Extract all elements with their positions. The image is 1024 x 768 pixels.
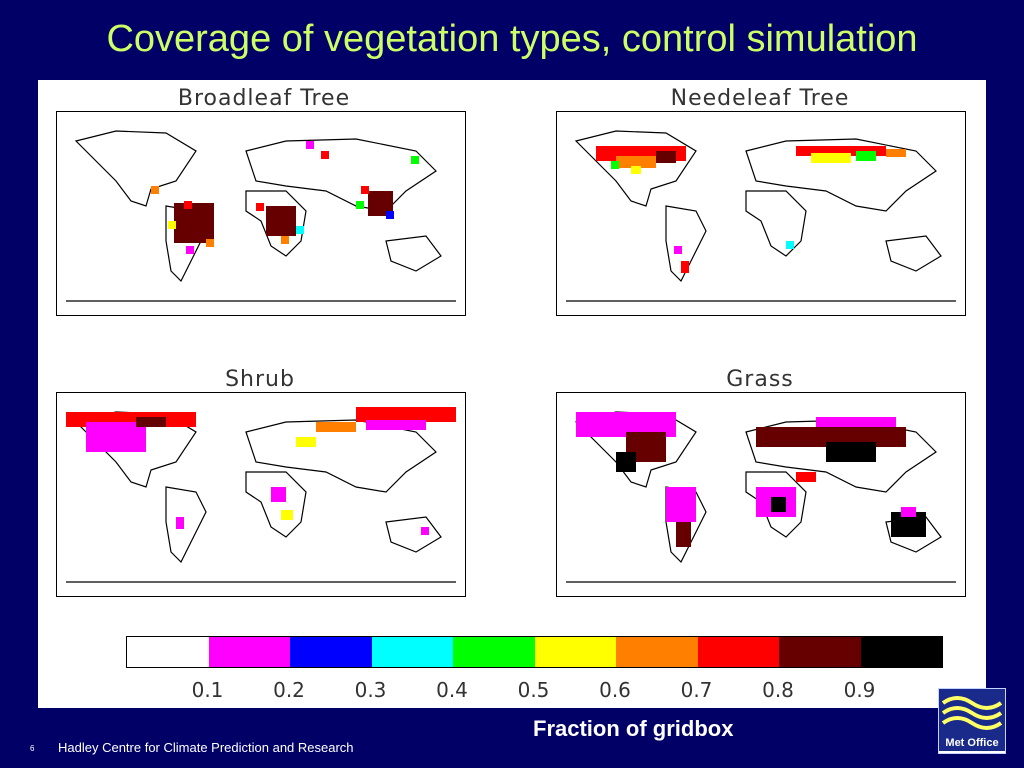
- colorbar-tick-label: 0.8: [762, 678, 794, 702]
- world-map-shrub: [56, 392, 466, 597]
- map-title-broadleaf: Broadleaf Tree: [177, 86, 351, 111]
- map-title-grass: Grass: [726, 367, 794, 392]
- world-map-needleleaf: [556, 111, 966, 316]
- footer-text: Hadley Centre for Climate Prediction and…: [58, 740, 354, 755]
- wave-icon: [939, 689, 1005, 735]
- page-number: 6: [30, 744, 35, 753]
- logo-text: Met Office: [939, 735, 1005, 751]
- colorbar-swatch: [534, 637, 616, 667]
- colorbar-tick-label: 0.4: [436, 678, 468, 702]
- colorbar-tick-label: 0.7: [680, 678, 713, 702]
- colorbar-swatch: [127, 637, 209, 667]
- met-office-logo: Met Office: [938, 688, 1006, 754]
- colorbar-tick-label: 0.3: [354, 678, 387, 702]
- colorbar-tick-label: 0.1: [191, 678, 224, 702]
- world-map-grass: [556, 392, 966, 597]
- colorbar-swatch: [453, 637, 535, 667]
- colorbar-swatch: [616, 637, 698, 667]
- world-map-broadleaf: [56, 111, 466, 316]
- slide-title: Coverage of vegetation types, control si…: [106, 18, 918, 60]
- colorbar-swatch: [208, 637, 290, 667]
- colorbar-caption: Fraction of gridbox: [533, 716, 734, 741]
- colorbar-swatch: [290, 637, 372, 667]
- map-title-shrub: Shrub: [225, 367, 295, 392]
- colorbar-swatch: [860, 637, 942, 667]
- colorbar-swatch: [779, 637, 861, 667]
- colorbar-swatch: [697, 637, 779, 667]
- colorbar-tick-label: 0.9: [843, 678, 876, 702]
- colorbar-swatch: [371, 637, 453, 667]
- colorbar-tick-label: 0.2: [273, 678, 305, 702]
- colorbar: [126, 636, 943, 668]
- map-title-needleleaf: Needeleaf Tree: [670, 86, 850, 111]
- colorbar-tick-label: 0.5: [517, 678, 550, 702]
- colorbar-tick-label: 0.6: [599, 678, 631, 702]
